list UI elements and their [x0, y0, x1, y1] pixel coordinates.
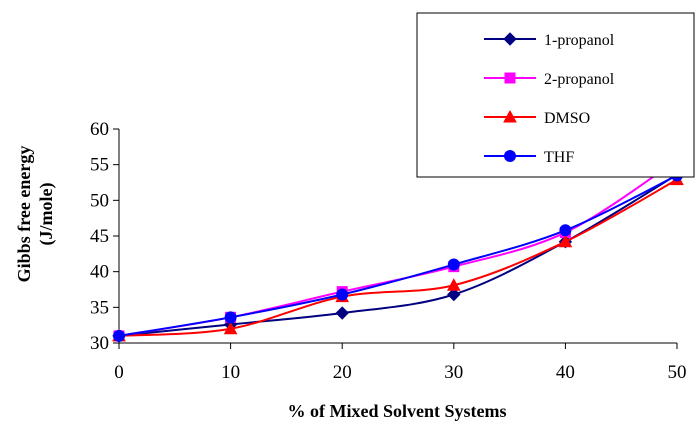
legend-item-1-propanol: 1-propanol [484, 32, 615, 49]
y-axis-title-line2: (J/mole) [36, 183, 57, 246]
x-tick-label: 40 [556, 362, 575, 383]
series-line-thf [118, 174, 678, 337]
legend-item-thf: THF [484, 149, 574, 166]
legend-marker-1-propanol [503, 32, 517, 46]
y-tick-label: 55 [90, 155, 109, 176]
legend-marker-dmso [503, 109, 517, 123]
x-axis: 0 10 20 30 40 50 [114, 342, 687, 383]
y-tick-label: 30 [90, 333, 109, 354]
y-tick-label: 35 [90, 297, 109, 318]
legend-box [416, 12, 695, 178]
y-axis: 30 35 40 45 50 55 60 [90, 119, 120, 354]
legend-marker-thf [504, 150, 516, 162]
legend-marker-2-propanol [504, 72, 516, 84]
x-axis-title: % of Mixed Solvent Systems [288, 401, 507, 421]
x-tick-label: 0 [114, 362, 124, 383]
y-tick-label: 45 [90, 226, 109, 247]
series-thf [113, 169, 683, 342]
legend-label: THF [544, 149, 574, 166]
data-point-1-propanol [447, 287, 461, 302]
series-dmso [112, 172, 684, 342]
series-line-dmso [118, 178, 678, 337]
legend-label: DMSO [544, 110, 590, 127]
plot-series [112, 154, 684, 343]
legend-item-dmso: DMSO [484, 109, 590, 127]
x-tick-label: 10 [221, 362, 240, 383]
legend: 1-propanol 2-propanol DMSO THF [416, 12, 695, 178]
y-tick-label: 40 [90, 262, 109, 283]
legend-label: 1-propanol [544, 32, 615, 49]
data-point-dmso [223, 321, 238, 335]
data-point-dmso [446, 278, 461, 291]
data-point-thf [447, 258, 460, 271]
data-point-thf [336, 288, 349, 301]
y-axis-title-line1: Gibbs free energy [14, 146, 34, 283]
series-line-2-propanol [118, 159, 678, 337]
x-tick-label: 30 [444, 362, 463, 383]
series-2-propanol [113, 154, 683, 342]
data-point-thf [113, 329, 125, 342]
data-point-1-propanol [335, 306, 349, 320]
x-tick-label: 50 [668, 362, 687, 383]
data-point-thf [559, 224, 572, 237]
legend-label: 2-propanol [544, 71, 615, 88]
y-tick-label: 50 [90, 190, 109, 211]
y-tick-label: 60 [90, 119, 109, 140]
series-line-1-propanol [118, 173, 678, 337]
data-point-dmso [558, 234, 573, 248]
series-1-propanol [112, 167, 684, 343]
legend-item-2-propanol: 2-propanol [484, 71, 615, 88]
data-point-thf [224, 311, 237, 324]
x-tick-label: 20 [333, 362, 352, 383]
